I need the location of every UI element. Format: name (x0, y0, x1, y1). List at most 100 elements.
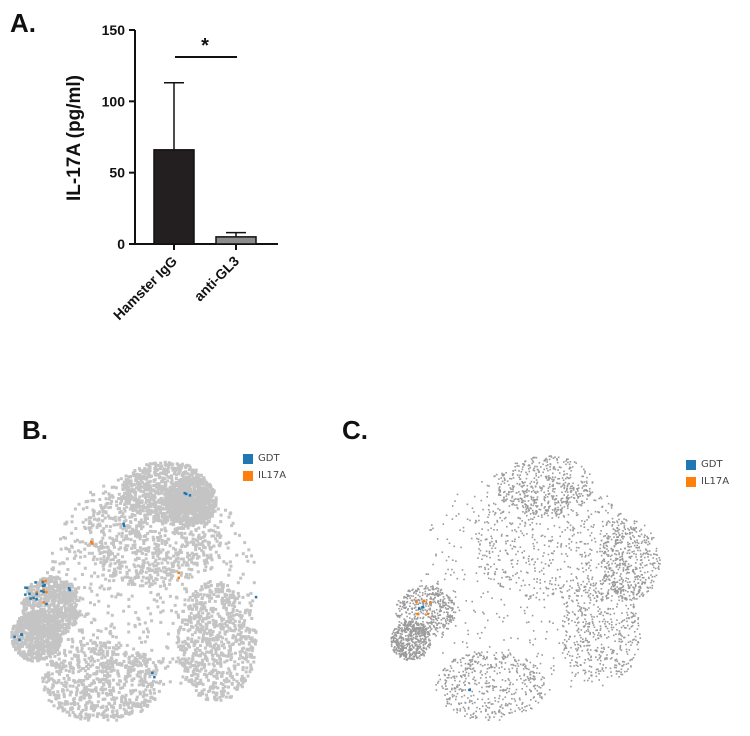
cell-point (27, 615, 30, 619)
cell-point (85, 506, 89, 509)
cell-point (206, 514, 209, 518)
cell-point (187, 518, 191, 521)
cell-point (224, 608, 228, 612)
cell-point (194, 510, 198, 514)
cell-point (225, 598, 229, 601)
cell-point (47, 611, 51, 615)
cell-point (71, 599, 74, 602)
cell-point (188, 481, 192, 485)
cell-point (235, 553, 239, 557)
cell-point (14, 629, 18, 633)
cell-point (58, 668, 62, 672)
cell-point (204, 654, 207, 658)
cell-point (194, 491, 198, 495)
cell-point (101, 697, 105, 701)
cell-point (109, 714, 113, 718)
cell-point (185, 510, 189, 514)
cell-point (190, 624, 193, 628)
cell-point (214, 652, 218, 655)
cell-point (42, 609, 46, 613)
cell-point (75, 538, 79, 542)
cell-point (91, 558, 95, 562)
cell-point (69, 613, 73, 617)
cell-point (64, 664, 68, 668)
cell-point (195, 496, 199, 500)
cell-point (153, 496, 157, 500)
cell-point (91, 633, 95, 637)
cell-point (134, 570, 138, 574)
cell-point (161, 557, 165, 561)
cell-point (163, 460, 167, 464)
cell-point (30, 605, 34, 609)
cell-point (44, 632, 48, 636)
cell-point (136, 549, 140, 553)
cell-point (229, 564, 233, 568)
cell-point (142, 542, 146, 545)
cell-point (63, 597, 67, 601)
cell-point (145, 481, 149, 485)
cell-point (173, 483, 176, 486)
cell-point (202, 487, 206, 491)
cell-point (105, 661, 108, 665)
cell-point (128, 698, 132, 702)
cell-point (178, 497, 182, 500)
cell-point (16, 641, 20, 645)
cell-point (43, 597, 46, 601)
cell-point (177, 478, 181, 482)
cell-point (174, 548, 177, 552)
cell-point (195, 498, 199, 502)
cell-point (106, 663, 110, 667)
cell-point (43, 644, 47, 648)
cell-point (156, 562, 160, 566)
cell-point (143, 515, 147, 519)
cell-point (193, 664, 197, 667)
cell-point (196, 516, 200, 520)
cell-point (143, 518, 147, 522)
cell-point (71, 671, 75, 675)
cell-point (138, 692, 142, 696)
cell-point (196, 668, 200, 672)
cell-point (130, 512, 134, 516)
cell-point (165, 502, 169, 505)
cell-point (233, 660, 237, 664)
cell-point (115, 503, 119, 507)
cell-point (99, 678, 103, 682)
cell-point (50, 599, 54, 603)
cell-point (95, 666, 99, 669)
cell-point (47, 651, 51, 655)
cell-point (108, 692, 111, 696)
cell-point (226, 546, 230, 550)
cell-point (144, 501, 148, 505)
cell-point (50, 551, 54, 555)
cell-point (244, 670, 248, 674)
cell-point (14, 646, 18, 650)
cell-point (148, 689, 152, 693)
cell-point (182, 501, 186, 505)
cell-point (155, 599, 159, 603)
cell-point (202, 534, 206, 538)
cell-point (105, 667, 109, 671)
cell-point (94, 689, 98, 693)
cell-point (193, 672, 197, 676)
cell-point (218, 583, 222, 587)
cell-point (83, 614, 87, 618)
cell-point (245, 626, 249, 630)
cell-point (188, 465, 192, 469)
cell-point (60, 705, 64, 709)
cell-point (61, 612, 65, 615)
cell-point (133, 469, 137, 472)
cell-point (21, 650, 25, 654)
cell-point (101, 564, 105, 568)
cell-point (70, 520, 74, 524)
cell-point (110, 485, 114, 489)
cell-point (248, 611, 252, 615)
cell-point (30, 585, 34, 589)
cell-point (165, 495, 169, 499)
cell-point (179, 502, 183, 506)
cell-point (145, 498, 148, 502)
cell-point (192, 643, 196, 647)
cell-point (149, 524, 153, 528)
cell-point (99, 504, 103, 507)
cell-point (108, 661, 112, 665)
cell-point (157, 547, 161, 551)
